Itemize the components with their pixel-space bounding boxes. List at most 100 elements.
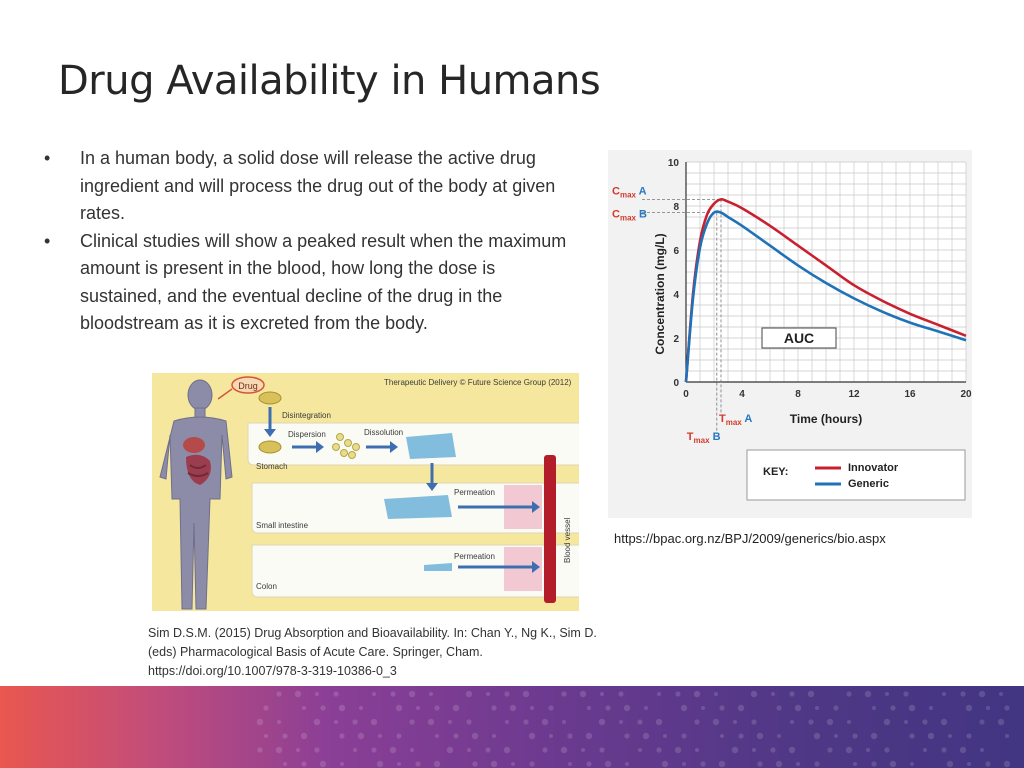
footer-dot xyxy=(320,705,326,711)
footer-dot xyxy=(427,718,435,726)
footer-dot xyxy=(1005,734,1009,738)
footer-dot xyxy=(771,692,775,696)
footer-dot xyxy=(638,748,642,752)
footer-dot xyxy=(903,691,909,697)
disintegration-label: Disintegration xyxy=(282,411,331,420)
citation-line[interactable]: https://doi.org/10.1007/978-3-319-10386-… xyxy=(148,664,397,678)
footer-dot xyxy=(927,732,935,740)
footer-dot xyxy=(751,719,757,725)
x-tick-label: 4 xyxy=(739,389,745,400)
footer-dot xyxy=(885,692,889,696)
footer-decoration xyxy=(0,686,1024,768)
footer-dot xyxy=(333,691,339,697)
footer-dot xyxy=(960,691,966,697)
footer-dot xyxy=(834,734,838,738)
footer-dot xyxy=(694,719,700,725)
tmax-a-label: Tmax A xyxy=(719,413,752,427)
dissolved-drug-icon xyxy=(424,563,452,571)
dissolved-drug-icon xyxy=(406,433,456,459)
footer-dot xyxy=(282,733,288,739)
footer-dot xyxy=(453,733,459,739)
footer-dot xyxy=(579,690,587,698)
footer-dot xyxy=(870,732,878,740)
footer-dot xyxy=(523,719,529,725)
footer-dot xyxy=(656,747,662,753)
footer-dot xyxy=(794,704,802,712)
dissolved-drug-icon xyxy=(384,495,452,519)
footer-dot xyxy=(567,733,573,739)
footer-dot xyxy=(302,706,306,710)
footer-dot xyxy=(845,746,853,754)
colon-label: Colon xyxy=(256,582,277,591)
footer-dot xyxy=(313,718,321,726)
footer-dot xyxy=(775,760,783,768)
footer-dot xyxy=(731,746,739,754)
footer-dot xyxy=(752,748,756,752)
footer-dot xyxy=(712,718,720,726)
footer-dot xyxy=(568,762,572,766)
footer-dot xyxy=(264,734,268,738)
footer-dot xyxy=(465,690,473,698)
footer-dot xyxy=(846,691,852,697)
footer-dot xyxy=(562,720,566,724)
auc-box: AUC xyxy=(761,327,837,349)
footer-dot xyxy=(847,720,851,724)
footer-dot xyxy=(701,706,705,710)
footer-dot xyxy=(491,705,497,711)
footer-dot xyxy=(978,690,986,698)
footer-dot xyxy=(599,747,605,753)
stomach-label: Stomach xyxy=(256,462,288,471)
footer-dot xyxy=(256,718,264,726)
footer-dot xyxy=(294,690,302,698)
footer-dot xyxy=(624,733,630,739)
footer-dot xyxy=(301,761,307,767)
footer-dot xyxy=(904,720,908,724)
footer-dot xyxy=(826,718,834,726)
footer-dot xyxy=(1003,760,1011,768)
particles-icon xyxy=(332,433,360,459)
footer-dot xyxy=(390,691,396,697)
y-tick-label: 8 xyxy=(673,202,679,213)
footer-dot xyxy=(257,747,263,753)
footer-dot xyxy=(979,719,985,725)
footer-dot xyxy=(600,692,604,696)
disintegrated-tablet-icon xyxy=(258,440,282,454)
footer-dot xyxy=(619,720,623,724)
footer-dot xyxy=(376,760,384,768)
footer-dot xyxy=(997,718,1005,726)
footer-dot xyxy=(396,733,402,739)
footer-dot xyxy=(661,760,669,768)
footer-dot xyxy=(530,706,534,710)
footer-dot xyxy=(528,732,536,740)
y-axis-label: Concentration (mg/L) xyxy=(653,233,667,354)
footer-dot xyxy=(959,746,967,754)
footer-dot xyxy=(866,748,870,752)
graph-source-link[interactable]: https://bpac.org.nz/BPJ/2009/generics/bi… xyxy=(614,531,886,546)
footer-dot xyxy=(486,692,490,696)
footer-dot xyxy=(522,690,530,698)
footer-dot xyxy=(777,734,781,738)
footer-dot xyxy=(618,691,624,697)
footer-dot xyxy=(655,718,663,726)
footer-dot xyxy=(598,718,606,726)
small-intestine-label: Small intestine xyxy=(256,521,309,530)
drug-absorption-illustration: Drug Therapeutic Delivery © Future Scien… xyxy=(152,373,579,611)
footer-dot xyxy=(941,747,947,753)
footer-dot xyxy=(999,692,1003,696)
dispersion-label: Dispersion xyxy=(288,430,326,439)
footer-dot xyxy=(492,734,496,738)
footer-dot xyxy=(922,719,928,725)
footer-dot xyxy=(467,748,471,752)
footer-dot xyxy=(357,732,365,740)
auc-label: AUC xyxy=(784,330,814,346)
footer-dot xyxy=(338,704,346,712)
bullet-list: • In a human body, a solid dose will rel… xyxy=(40,145,570,338)
footer-dot xyxy=(434,705,440,711)
footer-dot xyxy=(790,720,794,724)
footer-dot xyxy=(605,705,611,711)
bullet-item: • In a human body, a solid dose will rel… xyxy=(40,145,570,228)
footer-dot xyxy=(509,704,517,712)
footer-dot xyxy=(359,706,363,710)
footer-dot xyxy=(946,760,954,768)
series-line-innovator xyxy=(684,198,967,383)
